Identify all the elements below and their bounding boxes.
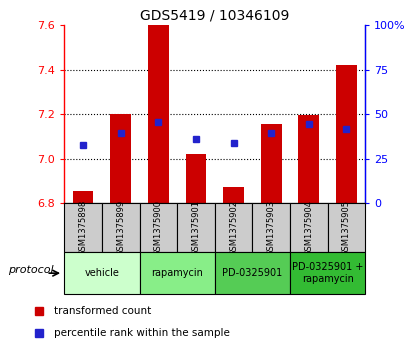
- Bar: [110, 114, 131, 203]
- Bar: [336, 65, 357, 203]
- Text: PD-0325901: PD-0325901: [222, 268, 283, 278]
- Text: PD-0325901 +
rapamycin: PD-0325901 + rapamycin: [292, 262, 363, 284]
- Text: GSM1375899: GSM1375899: [116, 200, 125, 256]
- Bar: [327, 203, 365, 252]
- Bar: [148, 25, 168, 203]
- Text: GSM1375900: GSM1375900: [154, 200, 163, 256]
- Bar: [102, 203, 139, 252]
- Bar: [298, 115, 319, 203]
- Bar: [64, 252, 139, 294]
- Text: GSM1375898: GSM1375898: [78, 200, 88, 256]
- Title: GDS5419 / 10346109: GDS5419 / 10346109: [140, 9, 289, 23]
- Text: GSM1375903: GSM1375903: [267, 200, 276, 256]
- Bar: [261, 125, 281, 203]
- Bar: [223, 187, 244, 203]
- Bar: [215, 203, 252, 252]
- Bar: [64, 203, 102, 252]
- Bar: [290, 252, 365, 294]
- Text: GSM1375904: GSM1375904: [304, 200, 313, 256]
- Bar: [290, 203, 327, 252]
- Text: vehicle: vehicle: [85, 268, 120, 278]
- Bar: [139, 203, 177, 252]
- Text: GSM1375902: GSM1375902: [229, 200, 238, 256]
- Text: GSM1375905: GSM1375905: [342, 200, 351, 256]
- Text: GSM1375901: GSM1375901: [191, 200, 200, 256]
- Text: percentile rank within the sample: percentile rank within the sample: [54, 328, 230, 338]
- Text: transformed count: transformed count: [54, 306, 151, 316]
- Text: protocol: protocol: [8, 265, 54, 274]
- Bar: [215, 252, 290, 294]
- Bar: [73, 191, 93, 203]
- Text: rapamycin: rapamycin: [151, 268, 203, 278]
- Bar: [252, 203, 290, 252]
- Bar: [186, 154, 206, 203]
- Bar: [139, 252, 215, 294]
- Bar: [177, 203, 215, 252]
